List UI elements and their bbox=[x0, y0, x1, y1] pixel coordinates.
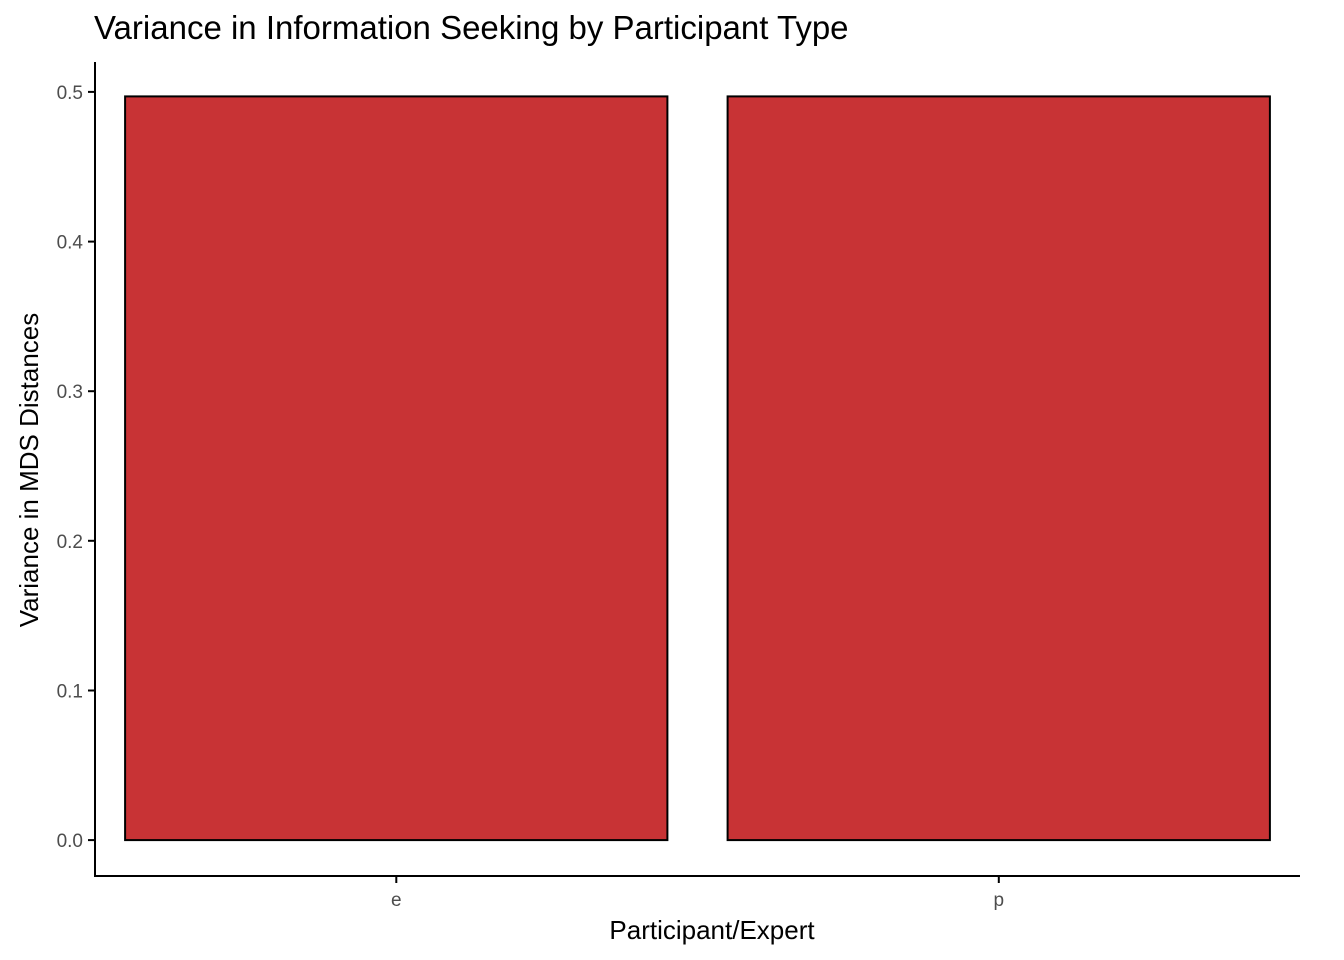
y-tick-label: 0.1 bbox=[57, 682, 83, 703]
y-axis-title: Variance in MDS Distances bbox=[14, 313, 44, 628]
y-tick-label: 0.0 bbox=[57, 831, 83, 852]
x-tick-label-e: e bbox=[391, 890, 402, 911]
y-ticks: 0.0 0.1 0.2 0.3 0.4 0.5 bbox=[57, 83, 95, 852]
y-tick-label: 0.2 bbox=[57, 532, 83, 553]
bar-e bbox=[124, 95, 669, 842]
bar-p bbox=[726, 95, 1271, 842]
bars-layer bbox=[124, 95, 1271, 842]
y-tick-label: 0.5 bbox=[57, 83, 83, 104]
chart-title: Variance in Information Seeking by Parti… bbox=[94, 9, 849, 46]
x-tick-label-p: p bbox=[994, 890, 1005, 911]
y-tick-label: 0.4 bbox=[57, 233, 84, 254]
y-tick-label: 0.3 bbox=[57, 382, 83, 403]
x-axis-title: Participant/Expert bbox=[609, 915, 815, 945]
